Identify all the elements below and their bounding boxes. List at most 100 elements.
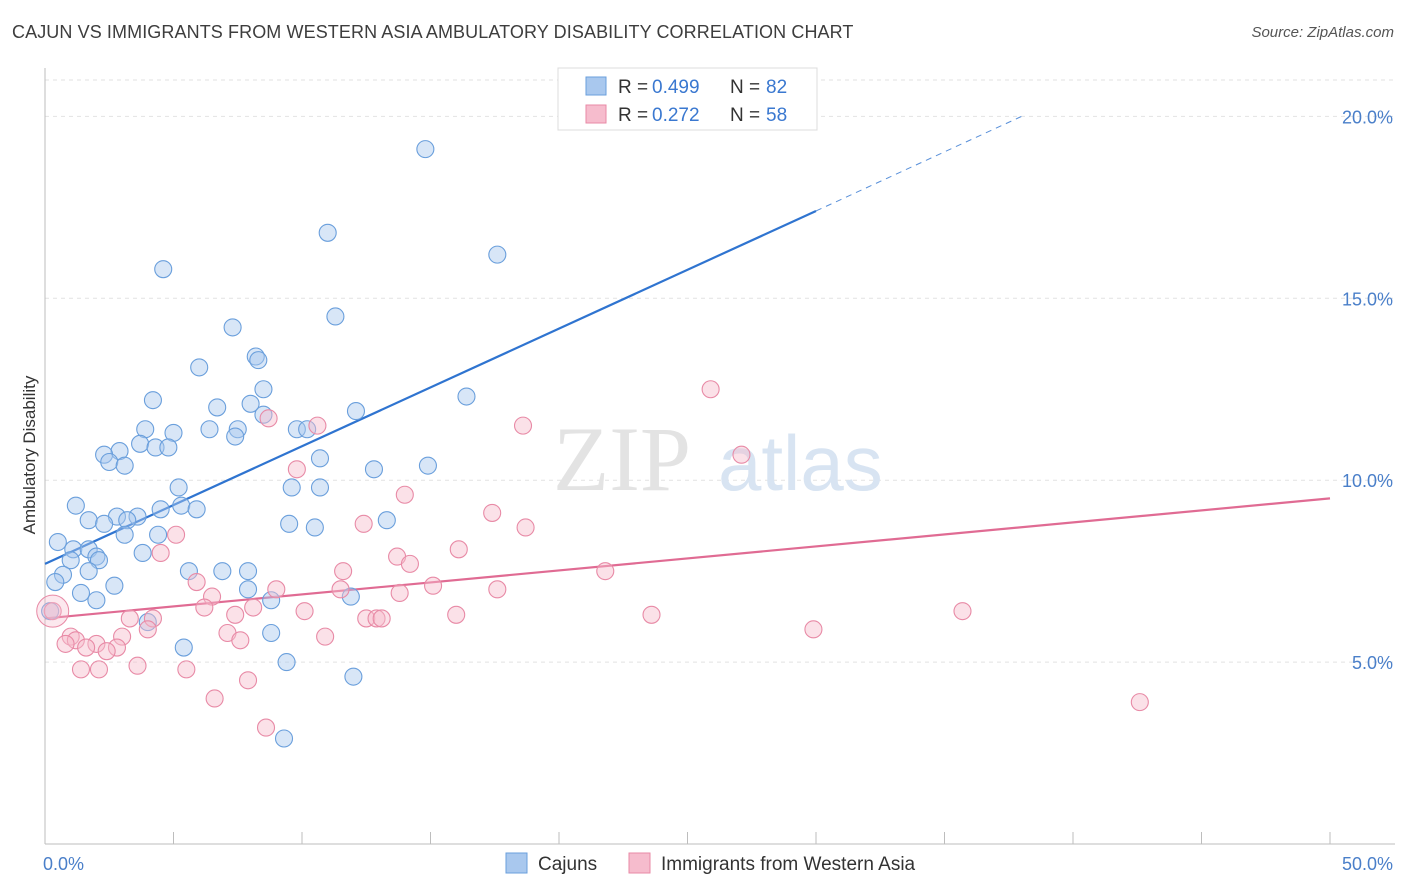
cajuns-point (377, 511, 396, 530)
cajuns-point (298, 420, 317, 439)
western-asia-point (77, 638, 96, 657)
legend-r-label: R = (618, 105, 648, 126)
cajuns-point (416, 140, 435, 159)
cajuns-point (159, 438, 178, 457)
western-asia-point (231, 631, 250, 650)
western-asia-point (516, 518, 535, 537)
tick-labels: 5.0% 10.0% 15.0% 20.0% 0.0% 50.0% (43, 107, 1393, 874)
cajuns-point (457, 387, 476, 406)
cajuns-point (280, 514, 299, 533)
western-asia-point (295, 602, 314, 621)
legend-n-label: N = (730, 105, 760, 126)
data-points (36, 140, 1149, 748)
western-asia-point (596, 562, 615, 581)
western-asia-point (804, 620, 823, 639)
western-asia-point (56, 634, 75, 653)
western-asia-point (187, 573, 206, 592)
cajuns-point (262, 623, 281, 643)
cajuns-point (187, 500, 206, 519)
cajuns-point (254, 405, 273, 424)
western-asia-point (113, 627, 132, 646)
legend-n-value: 58 (766, 105, 787, 126)
cajuns-point (95, 514, 114, 533)
series-legend-label: Immigrants from Western Asia (661, 854, 916, 875)
western-asia-point (151, 543, 170, 563)
western-asia-point (167, 525, 186, 544)
cajuns-point (105, 576, 124, 595)
cajuns-point (200, 420, 219, 439)
cajuns-point (61, 551, 80, 570)
x-tick-label: 0.0% (43, 854, 84, 874)
cajuns-point (326, 307, 345, 326)
y-tick-label: 10.0% (1342, 471, 1393, 491)
legend-swatch (585, 104, 607, 124)
cajuns-point (149, 525, 168, 544)
cajuns-point (262, 591, 281, 610)
western-asia-point (36, 594, 70, 628)
western-asia-point (447, 605, 466, 624)
cajuns-point (53, 565, 73, 584)
cajuns-point (46, 573, 65, 592)
cajuns-point (169, 478, 188, 497)
western-asia-point (357, 609, 376, 628)
chart-source: Source: ZipAtlas.com (1251, 24, 1394, 41)
cajuns-point (100, 452, 119, 472)
trend-lines (44, 115, 1331, 620)
cajuns-point (115, 456, 134, 475)
western-asia-point (367, 609, 386, 628)
western-asia-point (87, 634, 106, 653)
western-asia-point (316, 627, 335, 646)
legend-r-value: 0.272 (652, 105, 700, 126)
western-asia-point (732, 445, 751, 464)
cajuns-trend-extension (815, 115, 1022, 212)
western-asia-point (177, 660, 196, 679)
cajuns-point (238, 580, 258, 599)
watermark-atlas: atlas (718, 419, 883, 507)
western-asia-trend-line (44, 497, 1331, 620)
cajuns-point (146, 438, 165, 457)
cajuns-point (138, 613, 157, 632)
western-asia-point (390, 583, 409, 603)
western-asia-point (107, 638, 127, 657)
western-asia-point (424, 576, 443, 595)
western-asia-point (400, 554, 419, 573)
western-asia-point (287, 460, 306, 479)
western-asia-point (642, 605, 661, 624)
cajuns-point (79, 562, 98, 581)
cajuns-trend-line (44, 209, 817, 565)
series-legend-swatch (628, 852, 651, 874)
cajuns-point (305, 518, 324, 537)
cajuns-point (208, 398, 227, 417)
cajuns-point (164, 423, 183, 442)
watermark-zip: ZIP (553, 408, 691, 510)
western-asia-point (488, 580, 507, 599)
western-asia-point (1130, 693, 1149, 712)
cajuns-point (154, 260, 173, 279)
cajuns-point (318, 223, 337, 242)
cajuns-point (274, 729, 294, 748)
cajuns-point (488, 245, 507, 264)
western-asia-point (395, 485, 414, 504)
legend-n-value: 82 (766, 77, 787, 98)
cajuns-point (223, 318, 242, 337)
legend-swatch (585, 76, 607, 96)
western-asia-point (953, 602, 972, 621)
western-asia-point (267, 580, 286, 599)
cajuns-point (136, 420, 155, 439)
cajuns-point (151, 500, 170, 519)
legend-r-value: 0.499 (652, 77, 700, 98)
cajuns-point (133, 543, 152, 563)
series-legend-swatch (505, 852, 528, 874)
cajuns-point (143, 391, 162, 410)
western-asia-point (244, 598, 263, 617)
western-asia-point (331, 580, 350, 599)
western-asia-point (449, 540, 468, 559)
western-asia-point (138, 620, 157, 639)
cajuns-point (190, 358, 209, 377)
cajuns-point (66, 496, 85, 515)
cajuns-point (131, 434, 150, 453)
western-asia-point (71, 660, 91, 679)
series-legend: Cajuns Immigrants from Western Asia (505, 852, 916, 875)
y-tick-label: 15.0% (1342, 289, 1393, 309)
